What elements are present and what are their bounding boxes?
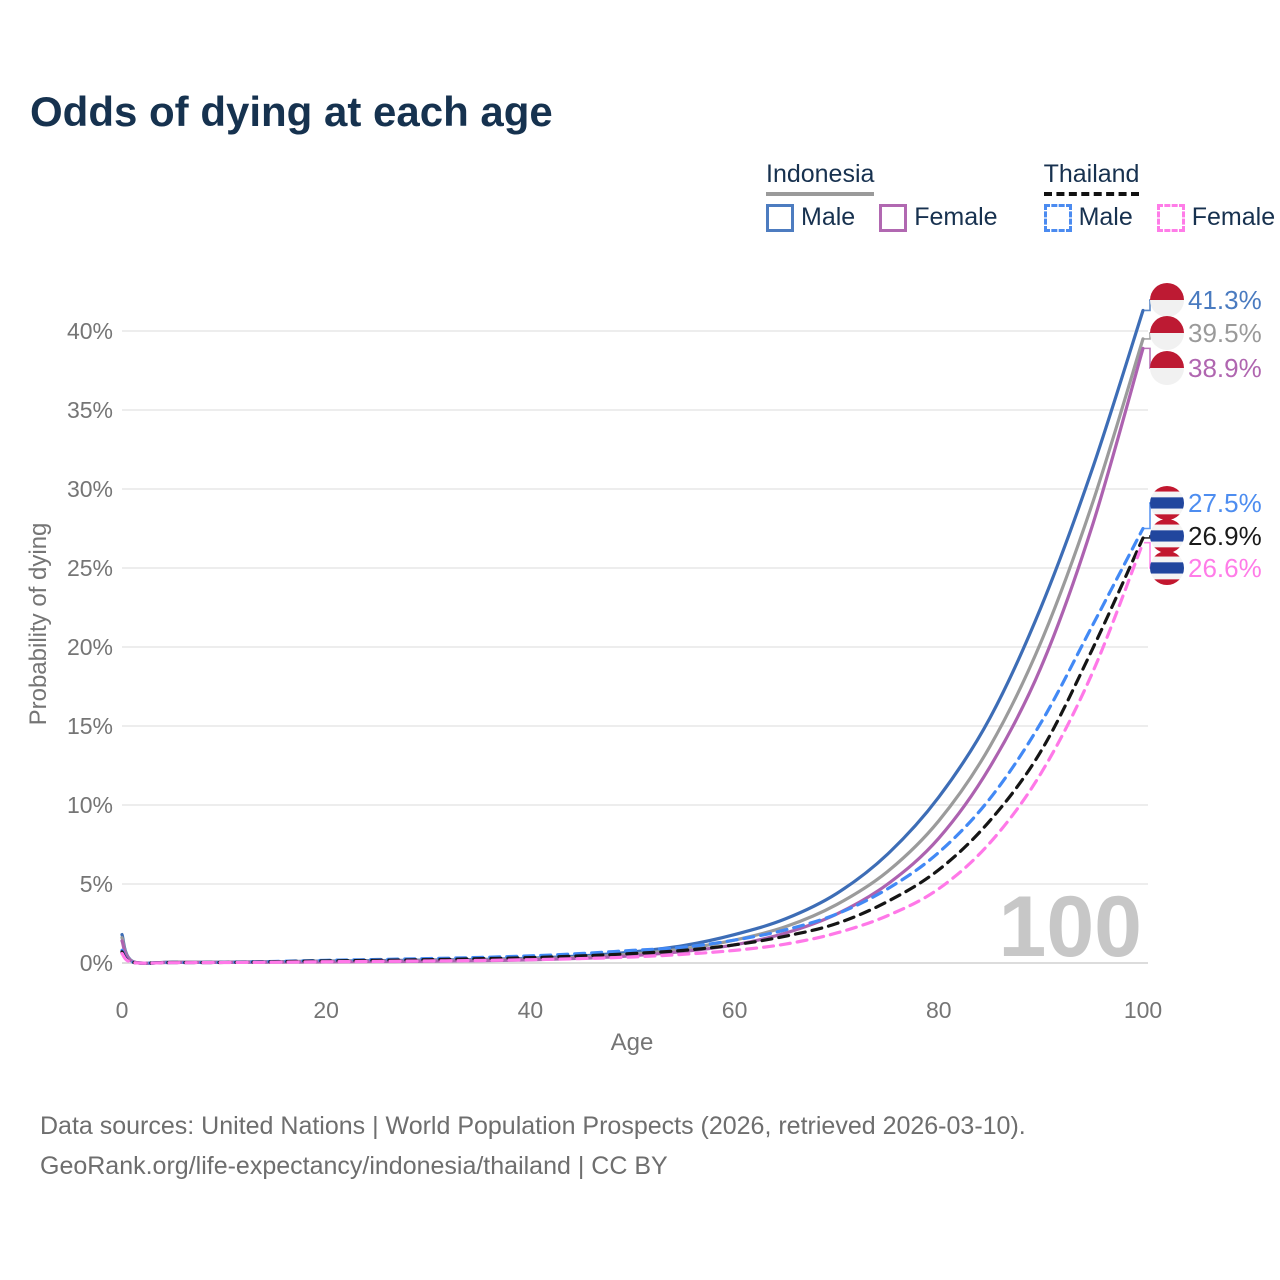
thailand-flag-icon	[1150, 519, 1184, 553]
y-tick-label: 40%	[67, 318, 113, 344]
y-tick-label: 30%	[67, 476, 113, 502]
legend-item-label: Male	[1078, 203, 1133, 231]
end-value-label: 26.6%	[1188, 553, 1262, 583]
thailand-flag-icon	[1150, 551, 1184, 585]
legend-item-indonesia-male[interactable]: Male	[766, 203, 855, 232]
x-tick-label: 80	[926, 997, 952, 1023]
label-connector	[1144, 502, 1151, 530]
end-labels: 41.3%39.5% 38.9% 27.5%26.9%26.6%	[1144, 283, 1262, 585]
series-line-thailand-both-sexes[interactable]	[120, 536, 1145, 965]
series-lines	[120, 308, 1145, 965]
y-tick-label: 20%	[67, 634, 113, 660]
label-connector	[1144, 347, 1151, 369]
y-tick-label: 15%	[67, 713, 113, 739]
data-sources-line: Data sources: United Nations | World Pop…	[40, 1112, 1026, 1140]
thailand-female-swatch-icon	[1156, 203, 1185, 232]
legend-item-thailand-male[interactable]: Male	[1043, 203, 1133, 232]
attribution-line: GeoRank.org/life-expectancy/indonesia/th…	[40, 1152, 668, 1180]
indonesia-flag-icon	[1150, 283, 1184, 317]
legend-item-thailand-female[interactable]: Female	[1156, 203, 1276, 232]
y-tick-label: 35%	[67, 397, 113, 423]
legend-item-label: Female	[1191, 203, 1276, 231]
series-line-indonesia-male[interactable]	[120, 308, 1145, 965]
gridlines	[122, 330, 1148, 964]
indonesia-male-swatch-icon	[766, 203, 794, 232]
indonesia-flag-icon	[1150, 351, 1184, 385]
end-value-label: 41.3%	[1188, 285, 1262, 315]
y-tick-label: 0%	[80, 950, 113, 976]
label-connector	[1144, 332, 1151, 340]
indonesia-female-swatch-icon	[879, 203, 908, 232]
end-value-label: 26.9%	[1188, 521, 1262, 551]
x-axis-title: Age	[611, 1029, 654, 1056]
x-tick-label: 100	[1124, 997, 1162, 1023]
y-tick-label: 5%	[80, 871, 113, 897]
label-connector	[1144, 541, 1151, 569]
legend-group-indonesia: Indonesia Male Female	[766, 160, 998, 232]
x-tick-label: 60	[722, 997, 748, 1023]
thailand-flag-icon	[1150, 486, 1184, 520]
end-value-label: 39.5%	[1188, 318, 1262, 348]
end-value-label: 38.9%	[1188, 353, 1262, 383]
series-line-thailand-female[interactable]	[120, 541, 1145, 965]
footer: Data sources: United Nations | World Pop…	[40, 1106, 1026, 1186]
legend: Indonesia Male Female Thailand Male	[766, 160, 1275, 232]
axis-tick-labels: 0% 5% 10% 15% 20% 25% 30% 35% 40% 0 20 40 60 80 100	[67, 318, 1162, 1023]
indonesia-flag-icon	[1150, 316, 1184, 350]
age-watermark: 100	[999, 879, 1143, 975]
x-tick-label: 0	[116, 997, 129, 1023]
y-axis-title: Probability of dying	[25, 523, 52, 726]
legend-group-title-thailand: Thailand	[1043, 160, 1140, 196]
legend-item-indonesia-female[interactable]: Female	[879, 203, 998, 232]
page-title: Odds of dying at each age	[30, 88, 553, 135]
label-connector	[1144, 535, 1151, 539]
end-value-label: 27.5%	[1188, 488, 1262, 518]
series-line-indonesia-female[interactable]	[120, 346, 1145, 965]
x-tick-label: 40	[518, 997, 544, 1023]
legend-group-thailand: Thailand Male Female	[1043, 160, 1276, 232]
x-tick-label: 20	[313, 997, 339, 1023]
legend-item-label: Female	[914, 203, 998, 231]
legend-item-label: Male	[801, 203, 856, 231]
label-connector	[1144, 299, 1151, 312]
y-tick-label: 10%	[67, 792, 113, 818]
thailand-male-swatch-icon	[1043, 203, 1072, 232]
series-line-indonesia-both-sexes[interactable]	[120, 337, 1145, 965]
legend-group-title-indonesia: Indonesia	[766, 160, 875, 196]
y-tick-label: 25%	[67, 555, 113, 581]
